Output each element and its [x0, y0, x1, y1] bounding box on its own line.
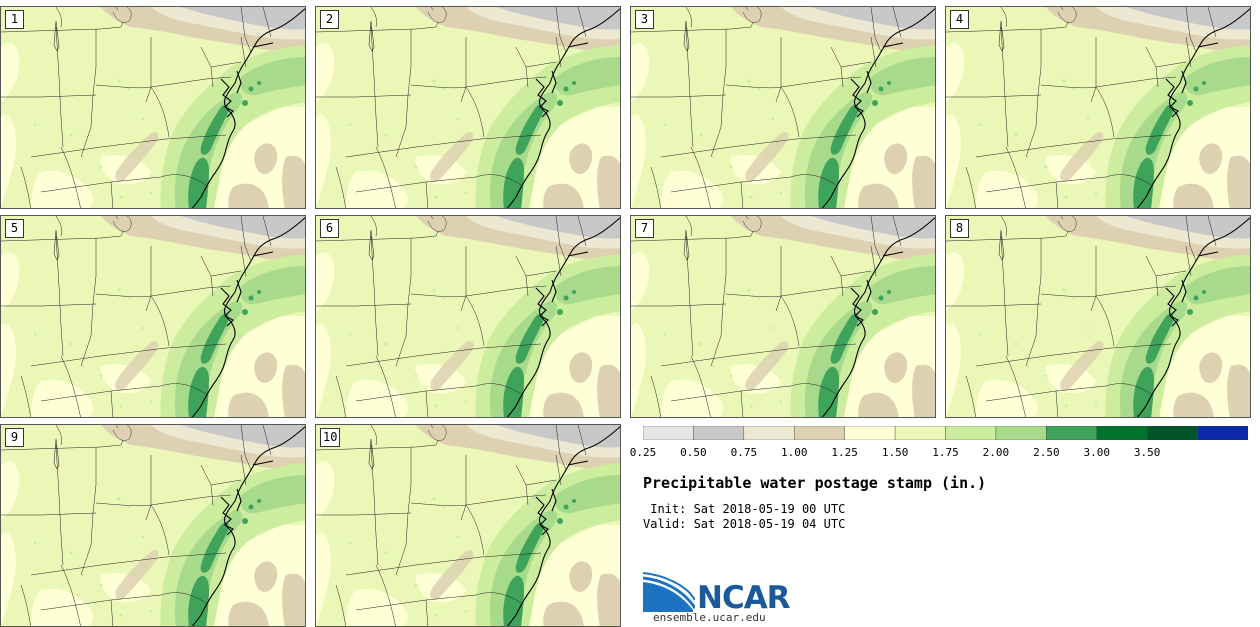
colorbar-segment — [1146, 426, 1198, 440]
ncar-logo-icon — [643, 572, 695, 612]
precipitable-water-map — [946, 216, 1250, 417]
member-label: 6 — [320, 219, 339, 238]
colorbar-tick-label: 2.00 — [982, 446, 1010, 459]
member-label: 7 — [635, 219, 654, 238]
colorbar-tick-label: 0.50 — [680, 446, 707, 459]
member-label: 2 — [320, 10, 339, 29]
precipitable-water-map — [1, 7, 305, 208]
chart-title: Precipitable water postage stamp (in.) — [643, 474, 987, 492]
precipitable-water-map — [1, 216, 305, 417]
member-label: 5 — [5, 219, 24, 238]
colorbar-tick-label: 1.50 — [881, 446, 909, 459]
member-label: 1 — [5, 10, 24, 29]
init-time: Init: Sat 2018-05-19 00 UTC — [643, 502, 846, 516]
map-panel: 6 — [315, 215, 621, 418]
precipitable-water-map — [946, 7, 1250, 208]
colorbar-segment — [643, 426, 694, 440]
precipitable-water-map — [631, 7, 935, 208]
member-label: 10 — [320, 428, 341, 447]
map-panel: 9 — [0, 424, 306, 627]
colorbar-tick-label: 1.75 — [932, 446, 959, 459]
map-panel: 3 — [630, 6, 936, 209]
colorbar-segment — [693, 426, 745, 440]
precipitable-water-map — [1, 425, 305, 626]
map-panel: 4 — [945, 6, 1251, 209]
ncar-logo-text: NCAR — [697, 580, 791, 616]
logo-url: ensemble.ucar.edu — [653, 611, 766, 624]
colorbar-segment — [1096, 426, 1148, 440]
colorbar-tick-label: 3.00 — [1083, 446, 1111, 459]
valid-time: Valid: Sat 2018-05-19 04 UTC — [643, 517, 846, 531]
member-label: 3 — [635, 10, 654, 29]
map-panel: 10 — [315, 424, 621, 627]
precipitable-water-map — [631, 216, 935, 417]
colorbar-segment — [844, 426, 896, 440]
colorbar-tick-label: 2.50 — [1033, 446, 1060, 459]
map-panel: 5 — [0, 215, 306, 418]
member-label: 8 — [950, 219, 969, 238]
colorbar-segment — [743, 426, 795, 440]
colorbar-segment — [794, 426, 845, 440]
precipitable-water-map — [316, 7, 620, 208]
colorbar-tick-label: 1.25 — [831, 446, 858, 459]
colorbar-tick-label: 3.50 — [1133, 446, 1161, 459]
colorbar-tick-label: 0.25 — [629, 446, 657, 459]
map-panel: 7 — [630, 215, 936, 418]
colorbar-segment — [894, 426, 946, 440]
colorbar — [643, 426, 1248, 440]
colorbar-segment — [995, 426, 1047, 440]
colorbar-tick-label: 0.75 — [730, 446, 758, 459]
map-panel: 1 — [0, 6, 306, 209]
member-label: 4 — [950, 10, 969, 29]
map-panel: 8 — [945, 215, 1251, 418]
colorbar-tick-label: 1.00 — [781, 446, 808, 459]
precipitable-water-map — [316, 425, 620, 626]
colorbar-segment — [1046, 426, 1097, 440]
member-label: 9 — [5, 428, 24, 447]
colorbar-segment — [1197, 426, 1248, 440]
colorbar-segment — [945, 426, 997, 440]
precipitable-water-map — [316, 216, 620, 417]
map-panel: 2 — [315, 6, 621, 209]
